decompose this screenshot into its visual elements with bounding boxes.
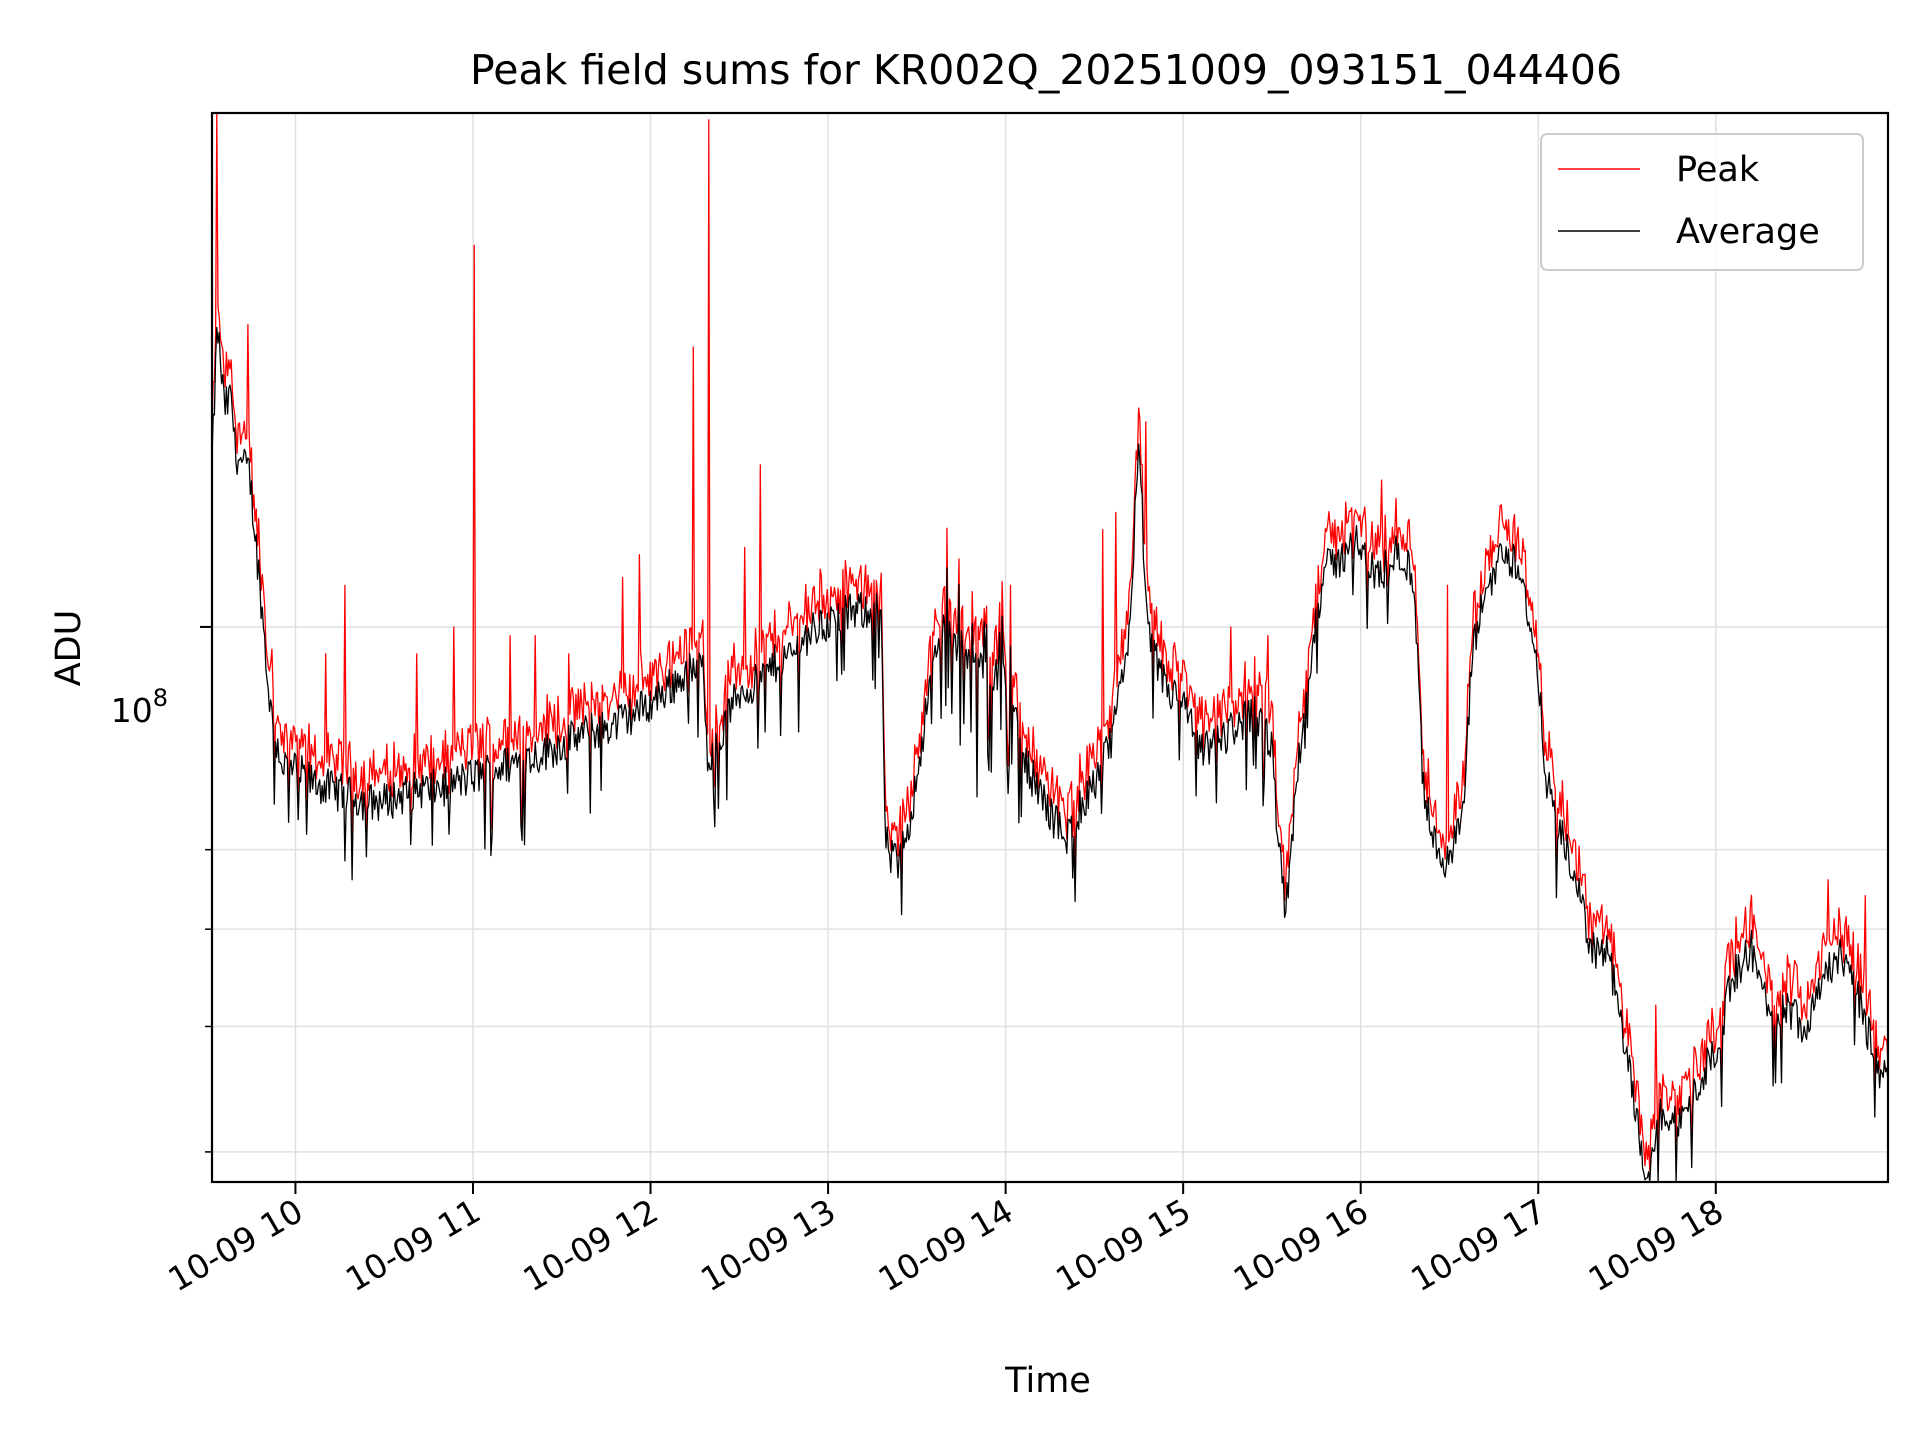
- y-axis-label: ADU: [49, 610, 89, 687]
- y-tick-base: 10: [111, 691, 153, 730]
- y-axis: [200, 625, 212, 1153]
- legend-average-label: Average: [1676, 212, 1820, 252]
- series-average: [211, 326, 1889, 1183]
- chart-title: Peak field sums for KR002Q_20251009_0931…: [470, 46, 1622, 94]
- plot-frame: [210, 111, 1890, 1184]
- x-axis-label: Time: [1004, 1361, 1091, 1401]
- legend-box: [1540, 133, 1864, 271]
- peak-line: [211, 112, 1889, 1172]
- legend-peak-label: Peak: [1676, 150, 1760, 190]
- y-major-tick-label: 108: [111, 684, 168, 730]
- grid-lines: [212, 113, 1888, 1182]
- average-line: [211, 326, 1889, 1183]
- series-peak: [211, 112, 1889, 1172]
- legend: Peak Average: [1540, 133, 1864, 271]
- y-tick-exponent: 8: [153, 684, 168, 712]
- svg-text:108: 108: [111, 684, 168, 730]
